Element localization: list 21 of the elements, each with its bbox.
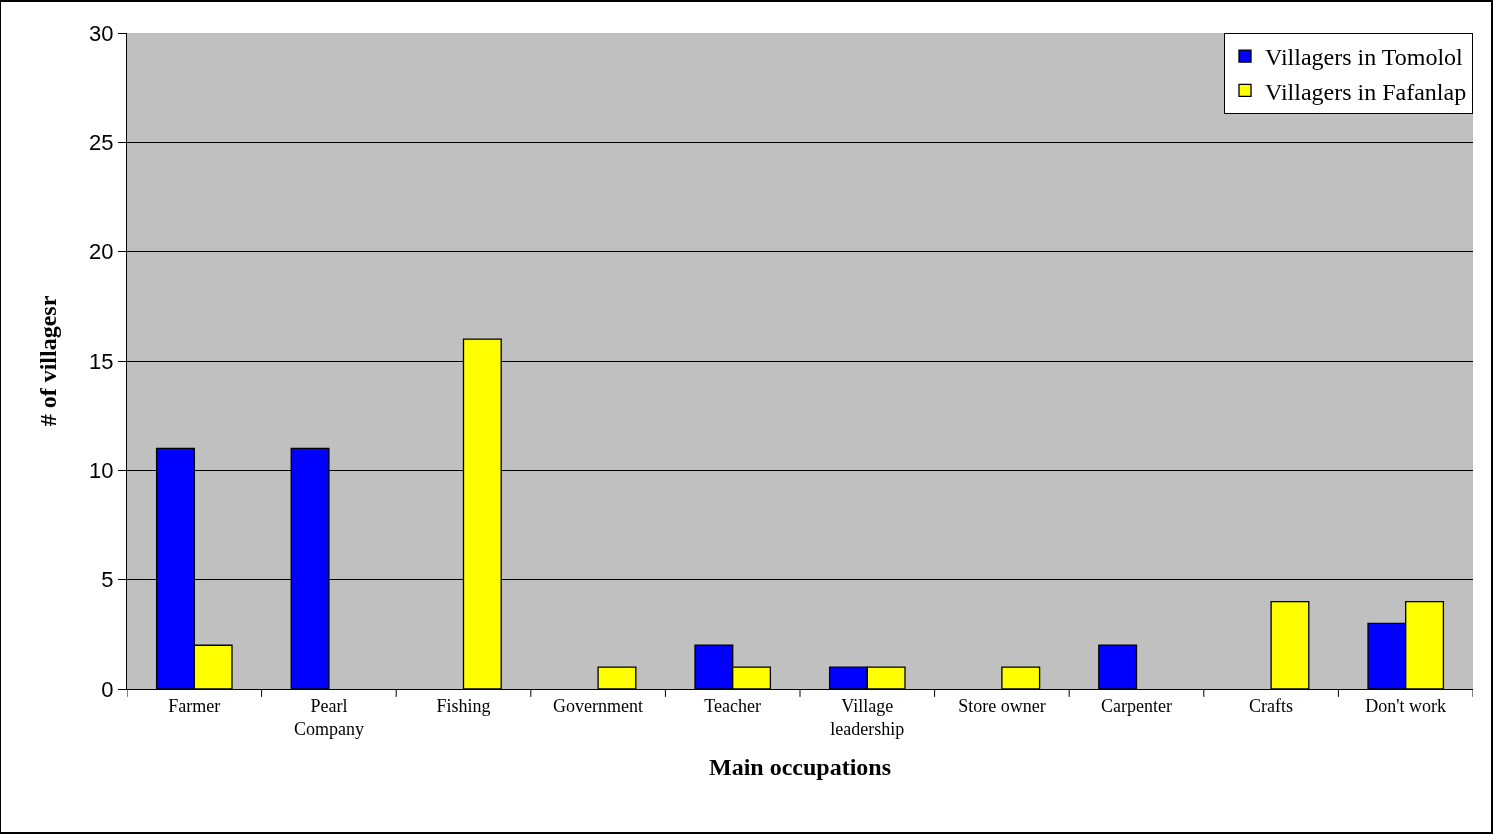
y-tick-label: 15 (89, 348, 114, 374)
x-tick-label: Farmer (168, 695, 221, 716)
x-tick-label: Crafts (1249, 695, 1294, 716)
x-tick-label: Carpenter (1101, 695, 1172, 716)
y-tick-label: 25 (89, 130, 114, 156)
y-tick-label: 20 (89, 239, 114, 265)
y-axis-title: # of villagesr (35, 295, 62, 427)
x-tick-label: Government (553, 695, 644, 716)
x-axis-title: Main occupations (708, 754, 892, 781)
legend-label: Villagers in Fafanlap (1265, 78, 1467, 105)
y-tick-label: 10 (89, 458, 114, 484)
x-tick-label: Teacher (704, 695, 762, 716)
x-tick-label: Village leadership (830, 695, 905, 739)
y-tick-label: 5 (101, 567, 114, 593)
x-tick-label: Fishing (436, 695, 491, 716)
x-tick-label: Pearl Company (293, 695, 364, 739)
legend-label: Villagers in Tomolol (1265, 44, 1464, 71)
x-tick-label: Store owner (958, 695, 1046, 716)
y-tick-label: 0 (101, 676, 114, 702)
x-tick-label: Don't work (1365, 695, 1447, 716)
y-tick-label: 30 (89, 20, 114, 46)
